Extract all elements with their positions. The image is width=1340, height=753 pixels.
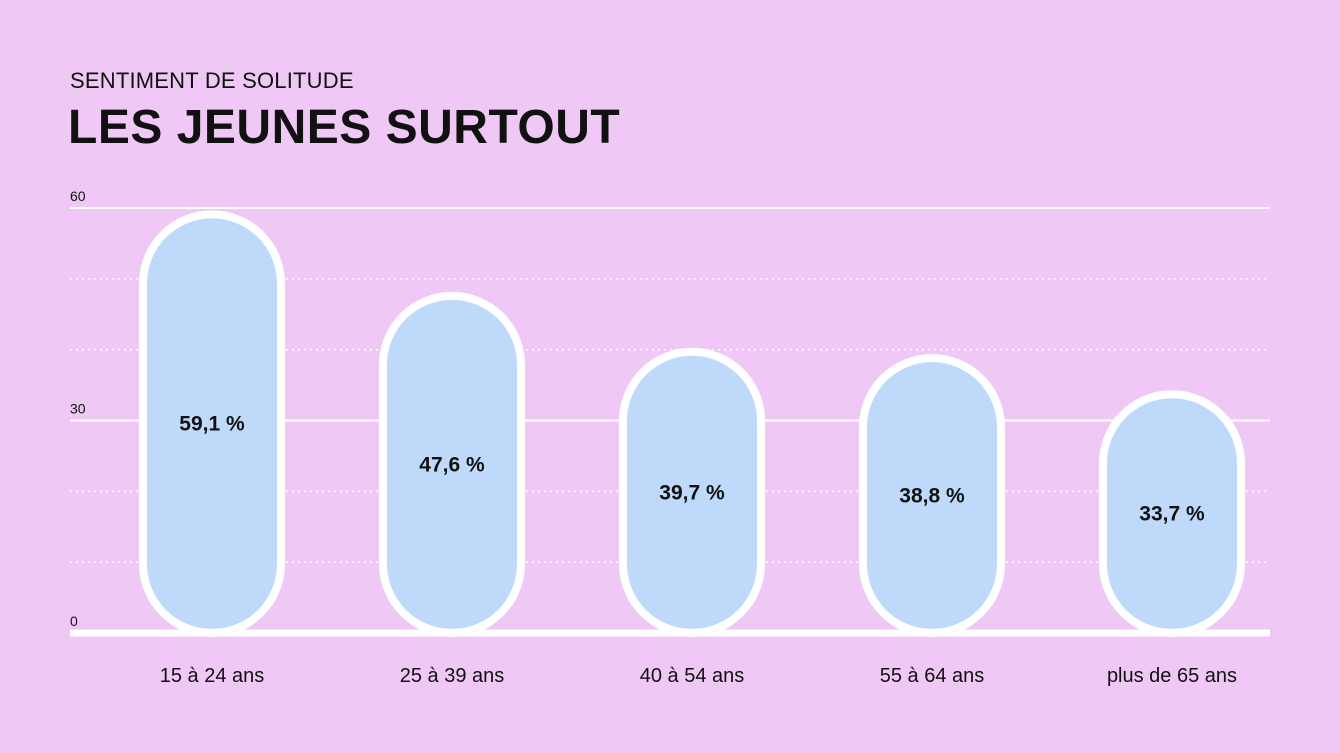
- chart-title: LES JEUNES SURTOUT: [68, 101, 621, 154]
- y-tick-label: 0: [70, 613, 78, 629]
- data-label: 59,1 %: [179, 413, 245, 436]
- chart-subtitle: SENTIMENT DE SOLITUDE: [70, 68, 354, 93]
- x-tick-label: 55 à 64 ans: [880, 665, 985, 687]
- x-tick-label: 25 à 39 ans: [400, 665, 505, 687]
- x-tick-label: plus de 65 ans: [1107, 665, 1237, 687]
- data-label: 39,7 %: [659, 481, 725, 504]
- x-tick-label: 15 à 24 ans: [160, 665, 265, 687]
- data-label: 33,7 %: [1139, 503, 1205, 526]
- y-tick-label: 60: [70, 188, 86, 204]
- data-label: 38,8 %: [899, 485, 965, 508]
- x-tick-label: 40 à 54 ans: [640, 665, 745, 687]
- y-tick-label: 30: [70, 401, 86, 417]
- data-label: 47,6 %: [419, 453, 485, 476]
